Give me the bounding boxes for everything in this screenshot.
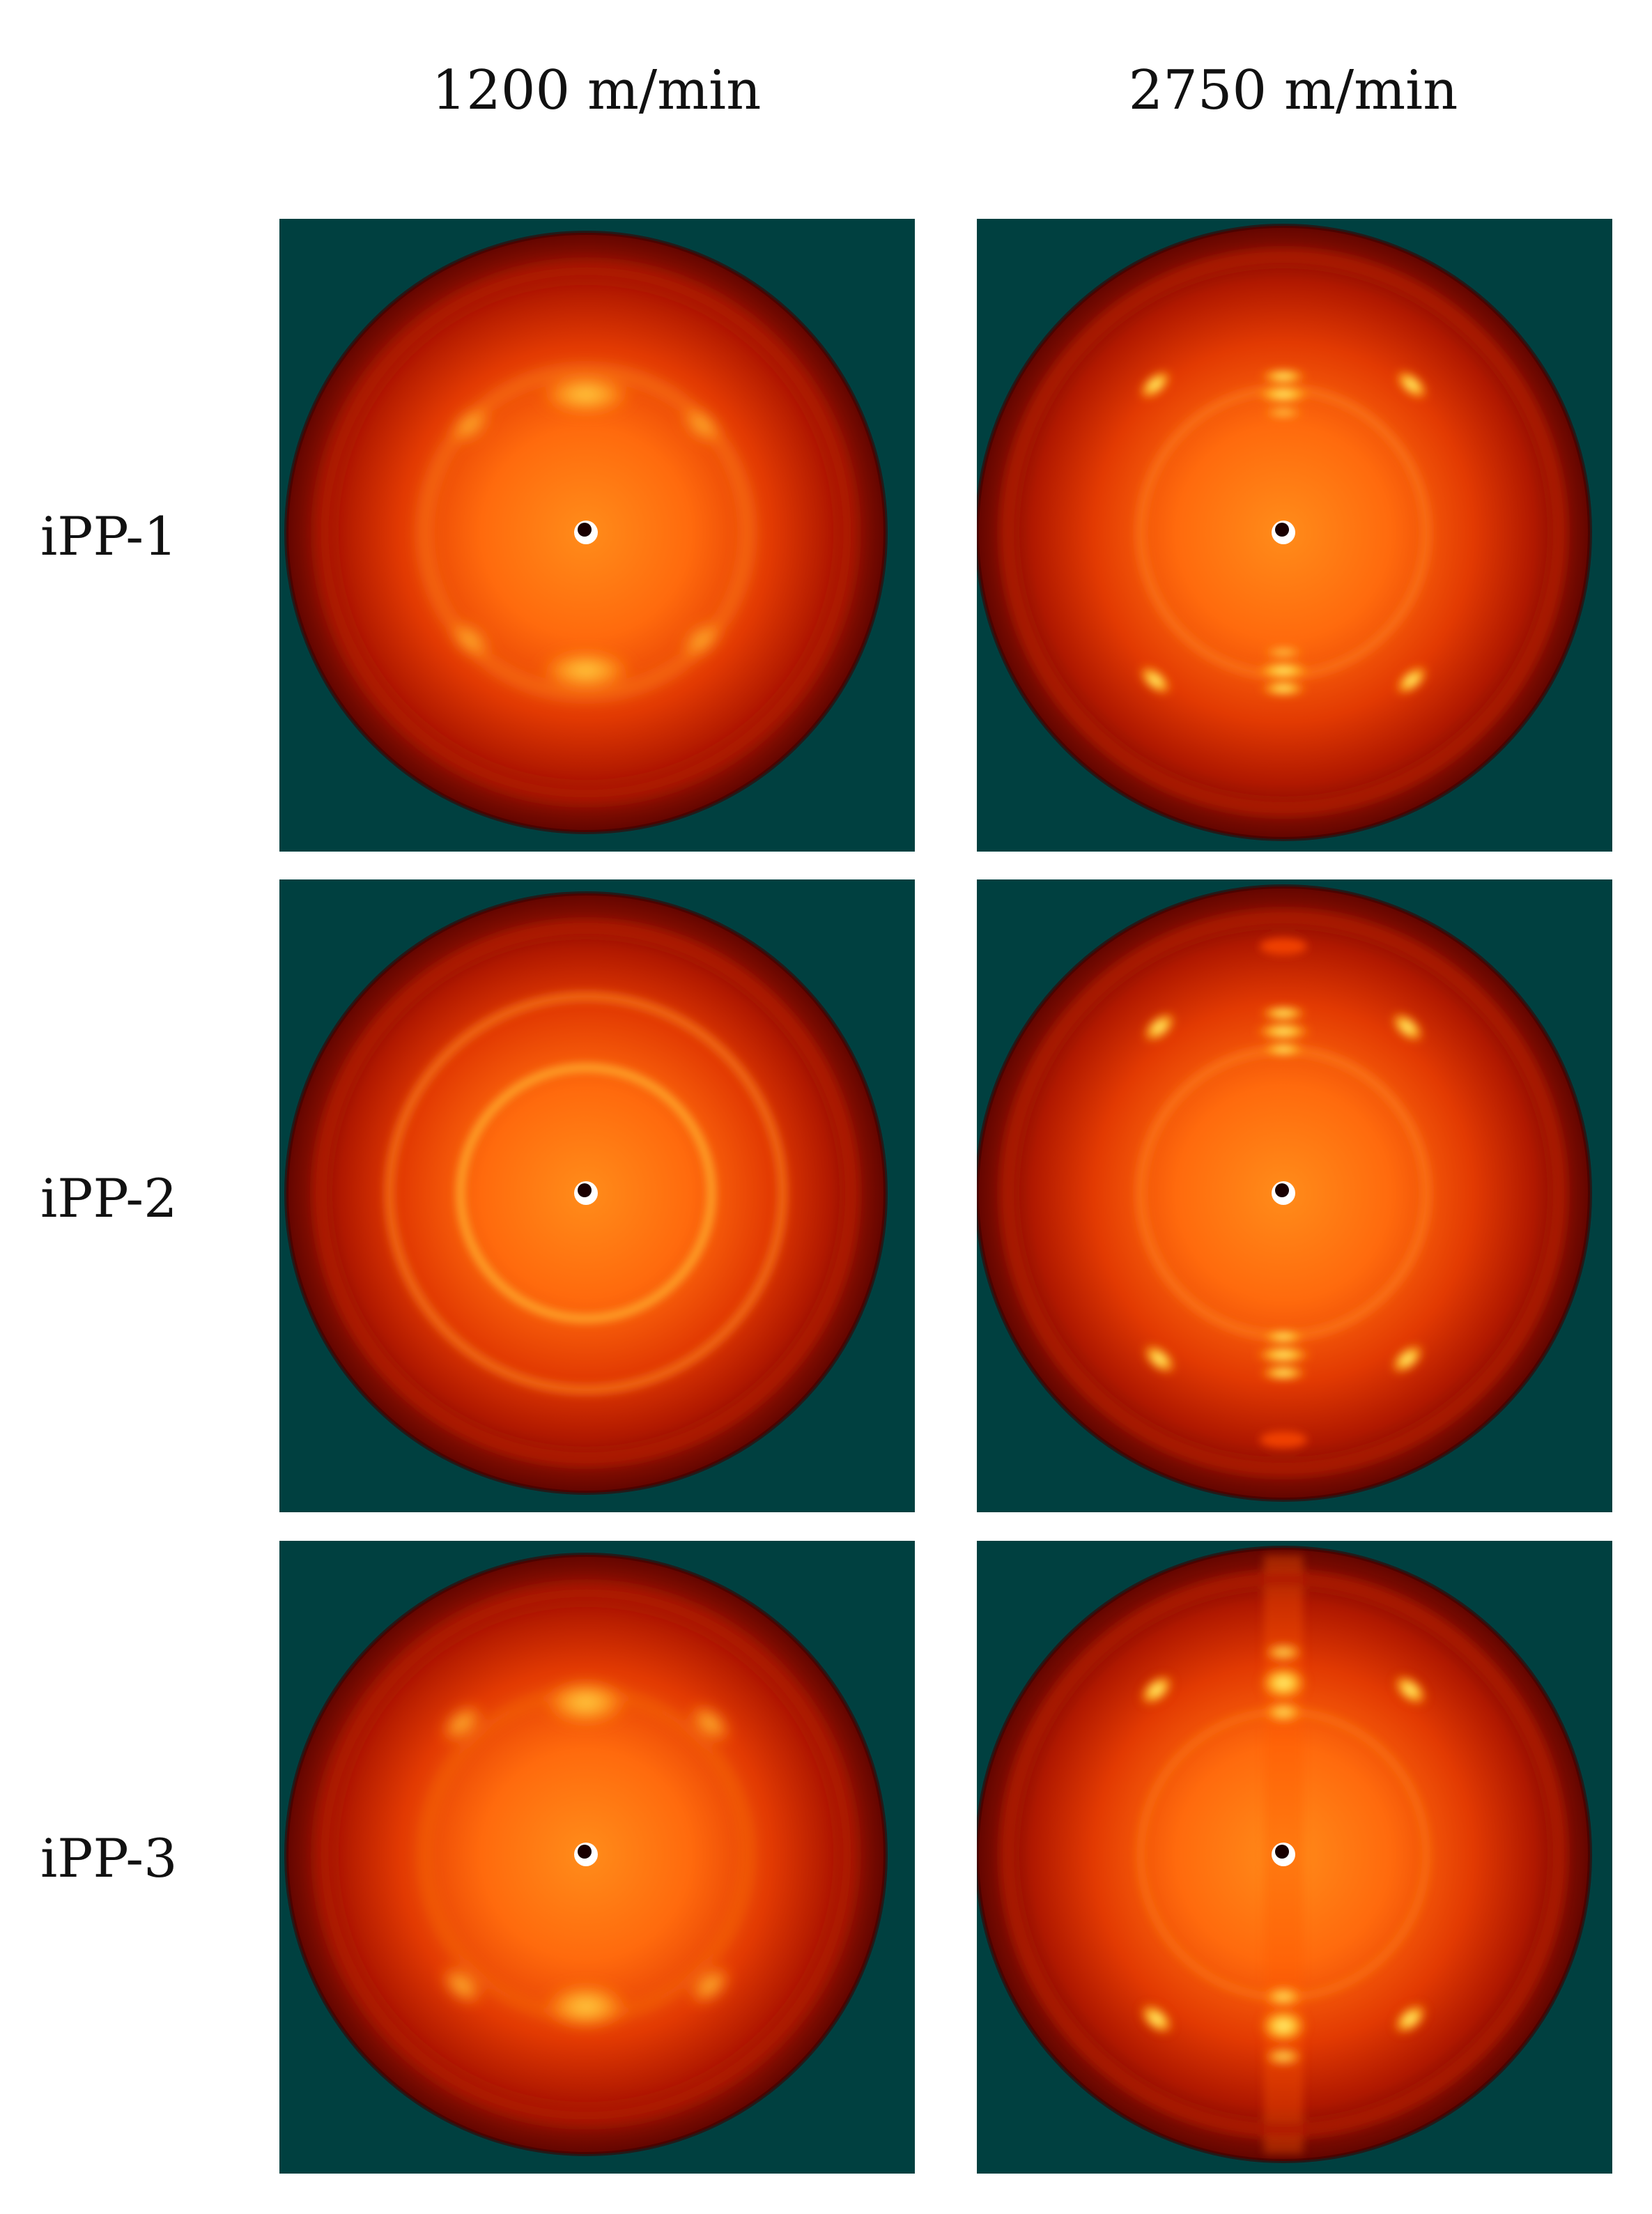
row-label-ipp-2: iPP-2	[40, 1167, 178, 1229]
diffraction-panel-ipp-3-1200	[279, 1541, 915, 2174]
diffraction-panel-ipp-3-2750	[977, 1541, 1612, 2174]
diffraction-pattern-spots	[977, 879, 1612, 1512]
diffraction-pattern-spots	[977, 219, 1612, 852]
diffraction-pattern-rings	[279, 879, 915, 1512]
row-label-ipp-1: iPP-1	[40, 505, 178, 567]
column-header-2750: 2750 m/min	[1128, 59, 1458, 122]
diffraction-panel-ipp-2-2750	[977, 879, 1612, 1512]
diffraction-panel-ipp-1-2750	[977, 219, 1612, 852]
row-label-ipp-3: iPP-3	[40, 1827, 178, 1889]
diffraction-pattern-spots	[977, 1541, 1612, 2174]
diffraction-panel-ipp-2-1200	[279, 879, 915, 1512]
diffraction-panel-ipp-1-1200	[279, 219, 915, 852]
diffraction-pattern-arcs	[279, 1541, 915, 2174]
column-header-1200: 1200 m/min	[431, 59, 762, 122]
diffraction-pattern-arcs	[279, 219, 915, 852]
